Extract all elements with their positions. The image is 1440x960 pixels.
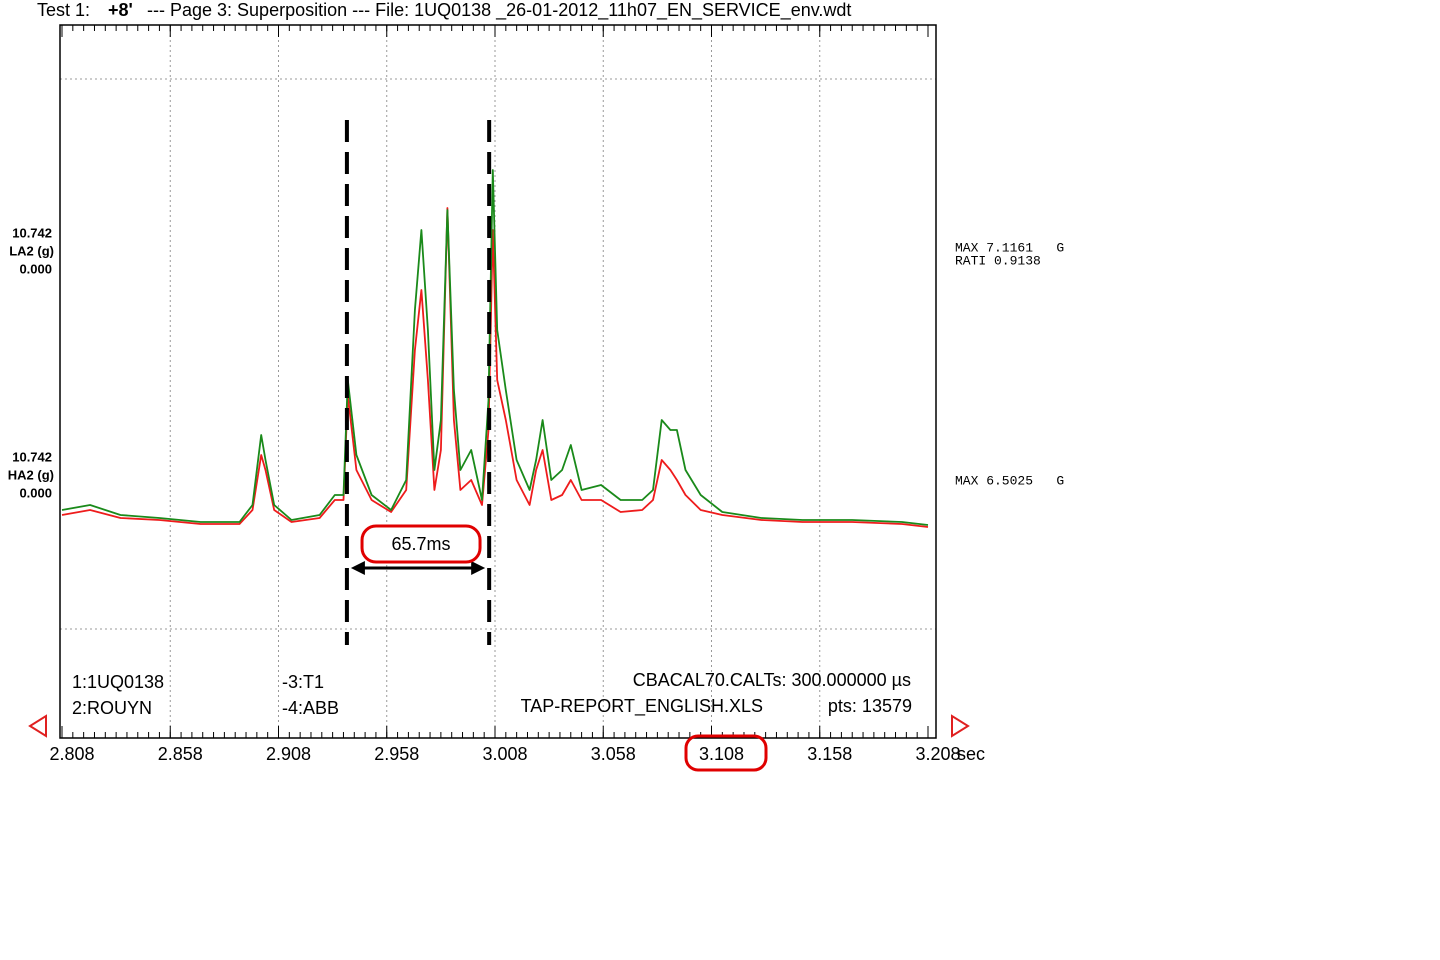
series-line (61, 207, 929, 528)
x-tick-label: 2.808 (49, 744, 94, 764)
header-description: --- Page 3: Superposition --- File: 1UQ0… (147, 0, 851, 21)
series-line (61, 169, 929, 526)
x-axis-label: sec (957, 744, 985, 764)
x-tick-label: 2.858 (158, 744, 203, 764)
x-tick-label: 2.958 (374, 744, 419, 764)
arrow-head (350, 561, 365, 575)
scroll-right[interactable] (951, 714, 970, 738)
channel-stat: MAX 6.5025 G (955, 473, 1064, 488)
channel-3: -3:T1 (282, 672, 324, 692)
channel-min: 0.000 (19, 485, 52, 500)
x-tick-label: 3.058 (591, 744, 636, 764)
channel-stat: RATI 0.9138 (955, 253, 1041, 268)
span-label-box (360, 524, 482, 564)
span-label: 65.7ms (392, 534, 451, 554)
legend-entry: HA2 (g) (8, 467, 54, 482)
x-tick-label: 3.008 (482, 744, 527, 764)
x-tick-label: 3.158 (807, 744, 852, 764)
channel-stat: MAX 7.1161 G (955, 240, 1064, 255)
x-tick-label: 3.108 (699, 744, 744, 764)
arrow-head (471, 561, 486, 575)
scroll-left[interactable] (28, 714, 47, 738)
legend-entry: LA2 (g) (9, 243, 54, 258)
channel-max: 10.742 (12, 449, 52, 464)
x-tick-label: 3.208 (915, 744, 960, 764)
channel-min: 0.000 (19, 261, 52, 276)
plot-frame (59, 24, 937, 739)
tick-highlight (684, 734, 768, 772)
points-count: pts: 13579 (828, 696, 912, 716)
header-test: Test 1: (37, 0, 90, 20)
calibration: CBACAL70.CALTs: 300.000000 µs (633, 670, 911, 690)
header-offset: +8' (108, 0, 133, 20)
report-file: TAP-REPORT_ENGLISH.XLS (521, 696, 763, 717)
channel-4: -4:ABB (282, 698, 339, 718)
x-tick-label: 2.908 (266, 744, 311, 764)
channel-2: 2:ROUYN (72, 698, 152, 718)
channel-max: 10.742 (12, 225, 52, 240)
channel-1: 1:1UQ0138 (72, 672, 164, 692)
